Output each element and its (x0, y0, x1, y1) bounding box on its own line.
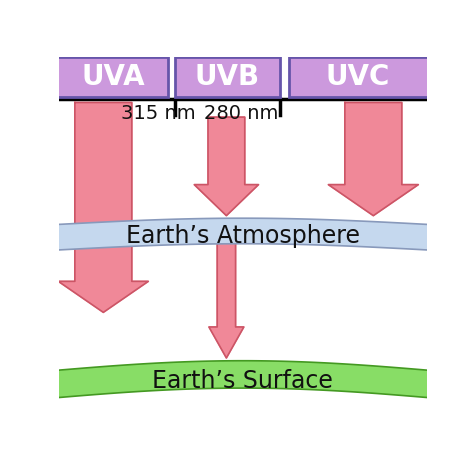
Polygon shape (194, 117, 258, 216)
Text: UVC: UVC (326, 63, 390, 91)
Text: UVB: UVB (195, 63, 260, 91)
Polygon shape (58, 102, 148, 312)
Text: Earth’s Surface: Earth’s Surface (153, 369, 333, 393)
Text: 280 nm: 280 nm (204, 104, 278, 123)
Bar (52, 57, 168, 97)
Polygon shape (52, 218, 434, 250)
Text: Earth’s Atmosphere: Earth’s Atmosphere (126, 224, 360, 247)
Bar (289, 57, 434, 97)
Polygon shape (328, 102, 419, 216)
Polygon shape (41, 361, 445, 399)
Text: 315 nm: 315 nm (121, 104, 196, 123)
Polygon shape (209, 243, 244, 358)
Text: UVA: UVA (82, 63, 145, 91)
Bar (175, 57, 280, 97)
